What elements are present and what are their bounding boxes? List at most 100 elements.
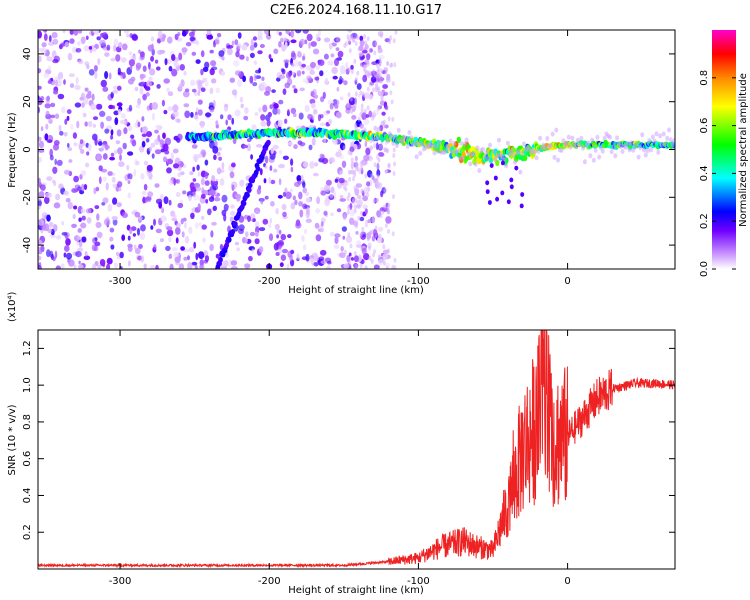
- noise-blob: [299, 87, 305, 92]
- noise-blob: [299, 209, 304, 218]
- noise-blob: [319, 70, 324, 77]
- noise-blob: [56, 235, 62, 240]
- noise-blob: [366, 105, 370, 111]
- noise-blob: [239, 179, 245, 187]
- noise-blob: [392, 171, 396, 176]
- noise-blob: [102, 153, 108, 160]
- noise-blob: [92, 263, 97, 269]
- noise-blob: [191, 144, 198, 149]
- colorbar-tick-label: 0.6: [699, 118, 710, 134]
- noise-blob: [146, 131, 152, 138]
- noise-blob: [339, 252, 346, 259]
- noise-blob: [182, 190, 187, 195]
- noise-blob: [141, 133, 147, 137]
- noise-blob: [377, 106, 381, 112]
- noise-blob: [65, 238, 71, 246]
- noise-blob: [140, 81, 146, 86]
- scatter-point: [519, 203, 524, 209]
- noise-blob: [123, 127, 128, 135]
- noise-blob: [59, 130, 64, 136]
- noise-blob: [270, 147, 274, 155]
- noise-blob: [166, 167, 172, 174]
- noise-blob: [97, 58, 101, 66]
- noise-blob: [201, 224, 207, 230]
- noise-blob: [252, 36, 258, 41]
- noise-blob: [141, 116, 145, 122]
- noise-blob: [291, 50, 296, 58]
- noise-blob: [297, 61, 302, 67]
- noise-blob: [195, 59, 201, 64]
- noise-blob: [382, 204, 386, 210]
- noise-blob: [84, 121, 88, 127]
- noise-blob: [96, 36, 101, 41]
- noise-blob: [162, 156, 168, 163]
- ridge-halo: [534, 155, 539, 161]
- noise-blob: [343, 213, 347, 219]
- noise-blob: [250, 38, 254, 46]
- noise-blob: [354, 126, 358, 132]
- noise-blob: [342, 145, 346, 151]
- noise-blob: [293, 113, 297, 118]
- noise-blob: [95, 103, 103, 110]
- noise-blob: [273, 103, 279, 109]
- noise-blob: [119, 251, 124, 259]
- snr-panel: -300 -200 -100 0 0.2 0.4 0.6 0.8 1.0 1.2 Height o…: [7, 291, 676, 596]
- noise-blob: [322, 91, 326, 99]
- noise-blob: [374, 225, 378, 231]
- noise-blob: [154, 138, 159, 146]
- ridge-halo: [420, 142, 424, 147]
- ridge-halo: [518, 169, 523, 175]
- noise-blob: [107, 171, 113, 176]
- noise-blob: [197, 109, 203, 116]
- noise-blob: [71, 188, 78, 193]
- noise-blob: [298, 201, 304, 207]
- noise-blob: [393, 265, 397, 269]
- noise-blob: [366, 61, 370, 67]
- ridge-halo: [532, 149, 537, 155]
- scatter-point: [509, 177, 514, 183]
- streak-point: [226, 237, 232, 243]
- noise-blob: [298, 191, 303, 200]
- noise-blob: [313, 262, 319, 267]
- ridge-halo: [556, 157, 560, 163]
- noise-blob: [290, 39, 297, 44]
- noise-blob: [297, 180, 302, 185]
- noise-blob: [94, 241, 101, 247]
- noise-blob: [78, 59, 84, 65]
- noise-blob: [99, 110, 106, 117]
- noise-blob: [334, 236, 339, 244]
- noise-blob: [137, 121, 141, 128]
- noise-blob: [360, 107, 364, 113]
- noise-blob: [355, 240, 362, 249]
- noise-blob: [373, 162, 377, 168]
- noise-blob: [393, 161, 397, 167]
- noise-blob: [67, 52, 73, 61]
- noise-blob: [317, 114, 322, 122]
- noise-blob: [60, 263, 65, 269]
- noise-blob: [204, 171, 209, 180]
- noise-blob: [183, 90, 190, 98]
- noise-blob: [339, 170, 344, 175]
- noise-blob: [360, 62, 365, 67]
- noise-blob: [352, 197, 356, 203]
- noise-blob: [299, 38, 305, 46]
- noise-blob: [127, 235, 131, 241]
- noise-blob: [141, 126, 148, 134]
- noise-blob: [339, 96, 344, 101]
- noise-blob: [282, 88, 287, 95]
- noise-blob: [129, 227, 133, 235]
- noise-blob: [353, 251, 357, 256]
- ridge-halo: [629, 140, 634, 146]
- noise-blob: [310, 61, 316, 69]
- noise-blob: [387, 116, 391, 122]
- noise-blob: [280, 37, 284, 43]
- noise-blob: [376, 197, 379, 203]
- noise-blob: [355, 161, 359, 167]
- noise-blob: [189, 182, 195, 190]
- ridge-halo: [577, 142, 582, 148]
- noise-blob: [344, 181, 349, 187]
- noise-blob: [164, 58, 168, 66]
- noise-blob: [347, 192, 351, 198]
- ridge-halo: [659, 141, 664, 147]
- noise-blob: [135, 160, 140, 166]
